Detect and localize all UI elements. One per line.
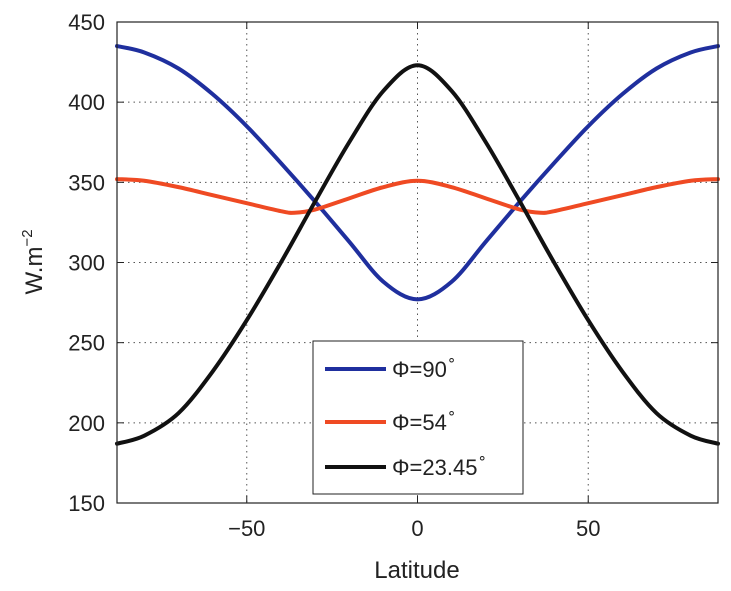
y-tick-label: 400	[68, 90, 105, 115]
legend-label-text: Φ=23.45	[392, 455, 477, 480]
y-axis-label-superscript: −2	[19, 229, 36, 246]
legend-degree-mark: ∘	[447, 352, 456, 369]
x-tick-label: −50	[228, 516, 265, 541]
series-line-1	[115, 44, 720, 302]
y-axis-label: W.m−2	[19, 229, 48, 294]
y-tick-label: 200	[68, 411, 105, 436]
x-tick-label: 0	[411, 516, 423, 541]
series-line-3	[115, 63, 720, 446]
y-tick-label: 350	[68, 170, 105, 195]
x-axis-label: Latitude	[374, 557, 459, 584]
y-tick-label: 300	[68, 251, 105, 276]
axis-ticks: −50 0 50 150 200 250 300 350 400 450	[68, 10, 718, 541]
legend-label-3: Φ=23.45∘	[392, 450, 487, 480]
y-tick-label: 250	[68, 331, 105, 356]
legend: Φ=90∘Φ=54∘Φ=23.45∘	[312, 340, 524, 495]
series-layer	[115, 44, 720, 446]
legend-degree-mark: ∘	[477, 450, 486, 467]
legend-degree-mark: ∘	[447, 405, 456, 422]
legend-label-1: Φ=90∘	[392, 352, 456, 382]
y-axis-label-text: W.m	[21, 247, 48, 295]
legend-label-text: Φ=90	[392, 357, 447, 382]
y-tick-label: 450	[68, 10, 105, 35]
x-tick-label: 50	[576, 516, 600, 541]
legend-label-2: Φ=54∘	[392, 405, 456, 435]
y-tick-label: 150	[68, 491, 105, 516]
legend-label-text: Φ=54	[392, 410, 447, 435]
series-line-2	[115, 177, 720, 215]
grid-lines	[117, 22, 718, 503]
